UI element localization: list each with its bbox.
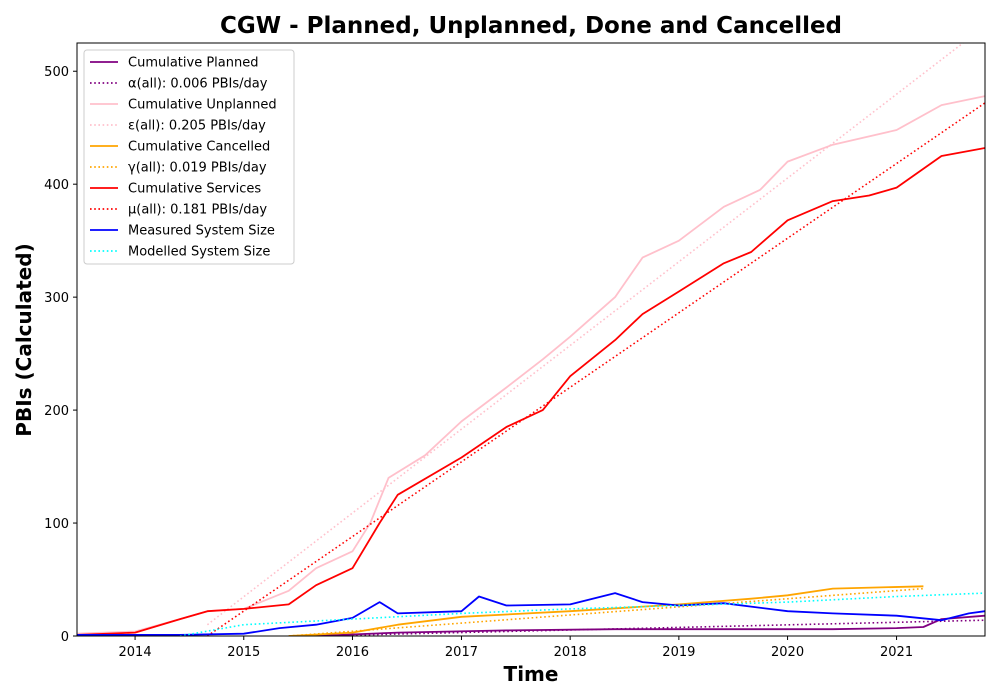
- legend-item: Measured System Size: [90, 224, 275, 239]
- y-tick-label: 200: [44, 404, 69, 419]
- x-tick-label: 2014: [119, 645, 152, 660]
- x-tick-label: 2020: [771, 645, 804, 660]
- legend-label: α(all): 0.006 PBIs/day: [128, 77, 268, 92]
- series-line-cumulative-services: [77, 147, 985, 636]
- plot-frame: [76, 42, 986, 637]
- legend-label: Measured System Size: [128, 224, 275, 239]
- x-tick-label: 2015: [227, 645, 260, 660]
- series-line-measured-system-size: [77, 592, 985, 636]
- x-tick-label: 2019: [662, 645, 695, 660]
- y-tick-label: 300: [44, 291, 69, 306]
- legend-item: α(all): 0.006 PBIs/day: [90, 77, 268, 92]
- x-tick-label: 2016: [336, 645, 369, 660]
- y-axis-title: PBIs (Calculated): [12, 243, 36, 436]
- legend-item: Cumulative Unplanned: [90, 98, 277, 113]
- series-line-cumulative-planned: [314, 614, 985, 636]
- chart-title: CGW - Planned, Unplanned, Done and Cance…: [220, 13, 842, 39]
- series-line-all-0-181-pbis-day: [206, 102, 985, 636]
- legend-label: γ(all): 0.019 PBIs/day: [128, 161, 267, 176]
- legend-item: Modelled System Size: [90, 245, 270, 260]
- y-tick-label: 500: [44, 65, 69, 80]
- legend-label: Cumulative Unplanned: [128, 98, 277, 113]
- plot-series: [77, 43, 985, 636]
- legend-items: Cumulative Planned α(all): 0.006 PBIs/day…: [90, 56, 277, 260]
- legend-label: Cumulative Cancelled: [128, 140, 270, 155]
- y-tick-label: 100: [44, 517, 69, 532]
- series-line-all-0-019-pbis-day: [288, 587, 924, 636]
- legend-label: Cumulative Services: [128, 182, 261, 197]
- legend-item: ε(all): 0.205 PBIs/day: [90, 119, 266, 134]
- x-axis-ticks: 2014 2015 2016 2017 2018 2019 2020 2021: [119, 636, 913, 660]
- y-tick-label: 0: [61, 630, 69, 645]
- x-axis-title: Time: [504, 662, 559, 686]
- y-tick-label: 400: [44, 178, 69, 193]
- x-tick-label: 2021: [880, 645, 913, 660]
- legend: Cumulative Planned α(all): 0.006 PBIs/day…: [83, 49, 295, 265]
- legend-item: γ(all): 0.019 PBIs/day: [90, 161, 267, 176]
- legend-label: μ(all): 0.181 PBIs/day: [128, 203, 267, 218]
- legend-box: [83, 49, 295, 265]
- x-tick-label: 2017: [445, 645, 478, 660]
- x-tick-label: 2018: [554, 645, 587, 660]
- series-line-all-0-006-pbis-day: [314, 619, 985, 636]
- legend-label: Modelled System Size: [128, 245, 270, 260]
- y-axis-ticks: 0 100 200 300 400 500: [44, 65, 77, 645]
- legend-item: μ(all): 0.181 PBIs/day: [90, 203, 267, 218]
- legend-item: Cumulative Services: [90, 182, 261, 197]
- legend-item: Cumulative Cancelled: [90, 140, 270, 155]
- legend-item: Cumulative Planned: [90, 56, 258, 71]
- series-line-modelled-system-size: [179, 592, 985, 636]
- legend-label: Cumulative Planned: [128, 56, 258, 71]
- legend-label: ε(all): 0.205 PBIs/day: [128, 119, 266, 134]
